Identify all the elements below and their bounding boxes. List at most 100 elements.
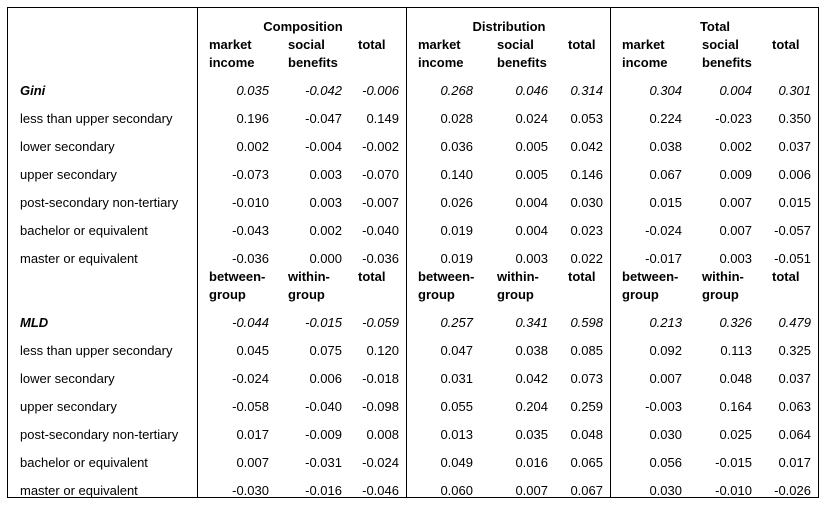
table-cell: 0.004 (515, 195, 548, 210)
table-cell: -0.002 (362, 139, 399, 154)
mid-column-header-line2-1: group (288, 287, 325, 302)
table-cell: -0.051 (774, 251, 811, 266)
table-cell: -0.010 (232, 195, 269, 210)
table-cell: 0.075 (309, 343, 342, 358)
mid-column-header-6: between- (622, 269, 679, 284)
table-cell: 0.017 (778, 455, 811, 470)
row-label: post-secondary non-tertiary (20, 195, 179, 210)
gini-summary-value: 0.304 (649, 83, 682, 98)
table-cell: 0.037 (778, 139, 811, 154)
table-cell: 0.037 (778, 371, 811, 386)
mld-summary-value: -0.044 (232, 315, 269, 330)
column-header-2: total (358, 37, 386, 52)
row-label: master or equivalent (20, 251, 138, 266)
table-cell: -0.036 (232, 251, 269, 266)
table-cell: 0.007 (719, 223, 752, 238)
column-header-7: social (702, 37, 739, 52)
column-divider (610, 8, 611, 497)
table-cell: 0.196 (236, 111, 269, 126)
mid-column-header-line2-0: group (209, 287, 246, 302)
gini-summary-value: -0.042 (305, 83, 342, 98)
table-cell: 0.067 (570, 483, 603, 498)
table-cell: -0.047 (305, 111, 342, 126)
table-cell: 0.350 (778, 111, 811, 126)
table-cell: 0.007 (719, 195, 752, 210)
table-cell: -0.003 (645, 399, 682, 414)
mid-column-header-7: within- (702, 269, 744, 284)
table-cell: -0.040 (305, 399, 342, 414)
column-header-8: total (772, 37, 800, 52)
row-label: master or equivalent (20, 483, 138, 498)
table-cell: 0.038 (515, 343, 548, 358)
table-cell: 0.016 (515, 455, 548, 470)
table-cell: 0.055 (440, 399, 473, 414)
row-label: lower secondary (20, 139, 115, 154)
column-header-line2-6: income (622, 55, 668, 70)
table-cell: 0.048 (719, 371, 752, 386)
table-cell: -0.024 (362, 455, 399, 470)
table-cell: 0.028 (440, 111, 473, 126)
row-label: less than upper secondary (20, 111, 173, 126)
gini-summary-value: 0.035 (236, 83, 269, 98)
table-cell: 0.063 (778, 399, 811, 414)
table-cell: 0.325 (778, 343, 811, 358)
gini-summary-value: 0.301 (778, 83, 811, 98)
mld-summary-value: 0.326 (719, 315, 752, 330)
table-cell: 0.026 (440, 195, 473, 210)
table-cell: 0.002 (236, 139, 269, 154)
column-divider (406, 8, 407, 497)
mid-column-header-4: within- (497, 269, 539, 284)
decomposition-table: Composition Distribution Total market income… (7, 7, 819, 498)
gini-section-label: Gini (20, 83, 46, 98)
table-cell: 0.030 (649, 483, 682, 498)
table-cell: -0.073 (232, 167, 269, 182)
table-cell: 0.047 (440, 343, 473, 358)
table-cell: 0.007 (236, 455, 269, 470)
table-cell: 0.006 (309, 371, 342, 386)
table-cell: -0.058 (232, 399, 269, 414)
table-cell: -0.009 (305, 427, 342, 442)
table-cell: -0.043 (232, 223, 269, 238)
table-cell: 0.003 (309, 167, 342, 182)
column-header-6: market (622, 37, 665, 52)
column-header-1: social (288, 37, 325, 52)
gini-summary-value: 0.268 (440, 83, 473, 98)
mid-column-header-3: between- (418, 269, 475, 284)
table-cell: 0.056 (649, 455, 682, 470)
column-header-5: total (568, 37, 596, 52)
mid-column-header-1: within- (288, 269, 330, 284)
row-label: less than upper secondary (20, 343, 173, 358)
table-cell: -0.057 (774, 223, 811, 238)
table-cell: 0.015 (778, 195, 811, 210)
row-label: upper secondary (20, 167, 117, 182)
table-cell: 0.164 (719, 399, 752, 414)
table-cell: 0.204 (515, 399, 548, 414)
table-cell: 0.025 (719, 427, 752, 442)
row-label: lower secondary (20, 371, 115, 386)
mld-summary-value: 0.341 (515, 315, 548, 330)
table-cell: 0.035 (515, 427, 548, 442)
table-cell: 0.085 (570, 343, 603, 358)
table-cell: 0.007 (649, 371, 682, 386)
table-cell: -0.036 (362, 251, 399, 266)
table-cell: 0.000 (309, 251, 342, 266)
column-header-line2-1: benefits (288, 55, 338, 70)
table-cell: -0.004 (305, 139, 342, 154)
table-cell: 0.002 (719, 139, 752, 154)
table-cell: -0.015 (715, 455, 752, 470)
table-cell: -0.030 (232, 483, 269, 498)
group-header-1: Distribution (472, 19, 546, 34)
table-cell: 0.003 (309, 195, 342, 210)
table-cell: -0.010 (715, 483, 752, 498)
table-cell: 0.113 (720, 343, 752, 358)
table-cell: 0.019 (440, 223, 473, 238)
table-cell: -0.024 (645, 223, 682, 238)
mid-column-header-line2-6: group (622, 287, 659, 302)
table-cell: -0.016 (305, 483, 342, 498)
mld-summary-value: 0.213 (649, 315, 682, 330)
table-cell: -0.040 (362, 223, 399, 238)
table-cell: 0.003 (719, 251, 752, 266)
mld-summary-value: -0.059 (362, 315, 399, 330)
table-cell: 0.060 (440, 483, 473, 498)
table-cell: -0.026 (774, 483, 811, 498)
